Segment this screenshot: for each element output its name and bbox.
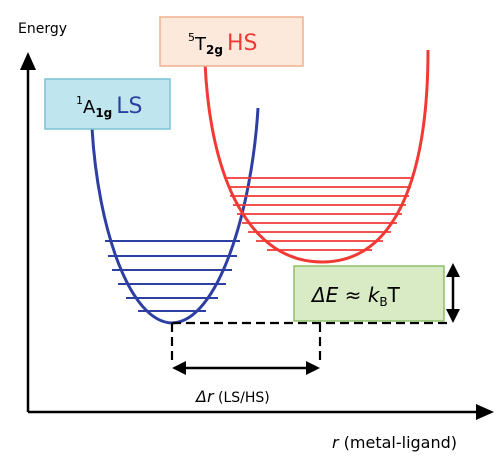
distance-arrow: Δr (LS/HS) bbox=[172, 361, 320, 406]
low-spin-term: 1A1g LS bbox=[76, 94, 143, 120]
low-spin-term-main: A bbox=[83, 97, 96, 118]
energy-gap-arrow-top-icon bbox=[446, 263, 460, 277]
high-spin-term-sub: 2g bbox=[206, 43, 223, 57]
distance-label-rest: (LS/HS) bbox=[214, 390, 270, 406]
energy-gap-box: ΔE ≈ kBT bbox=[293, 265, 445, 322]
distance-label: Δr (LS/HS) bbox=[194, 387, 270, 406]
low-spin-term-sup: 1 bbox=[76, 94, 83, 107]
high-spin-term: 5T2g HS bbox=[188, 31, 257, 57]
high-spin-levels bbox=[226, 177, 412, 251]
low-spin-spin-label: LS bbox=[116, 94, 142, 119]
x-axis-label: r (metal-ligand) bbox=[332, 433, 457, 452]
energy-gap-k-sub: B bbox=[379, 295, 387, 309]
low-spin-levels bbox=[105, 240, 240, 312]
energy-gap-box-bg bbox=[293, 265, 445, 322]
energy-gap-label: ΔE ≈ kBT bbox=[310, 283, 401, 309]
distance-arrow-left-icon bbox=[172, 361, 186, 375]
high-spin-term-sup: 5 bbox=[188, 31, 195, 44]
x-axis-arrow-icon bbox=[476, 404, 494, 420]
high-spin-well bbox=[203, 49, 430, 264]
distance-arrow-right-icon bbox=[306, 361, 320, 375]
high-spin-spin-label: HS bbox=[227, 31, 258, 56]
axes: Energy r (metal-ligand) bbox=[18, 21, 494, 452]
low-spin-curve bbox=[90, 107, 260, 325]
reference-lines bbox=[170, 321, 450, 364]
low-spin-term-sub: 1g bbox=[95, 106, 112, 120]
high-spin-term-main: T bbox=[194, 34, 207, 55]
energy-gap-arrow bbox=[446, 263, 460, 323]
energy-gap-arrow-bottom-icon bbox=[446, 309, 460, 323]
x-axis-label-variable: r bbox=[332, 433, 340, 452]
high-spin-curve bbox=[203, 49, 430, 264]
energy-gap-T: T bbox=[387, 283, 401, 307]
y-axis-label: Energy bbox=[18, 21, 67, 37]
energy-gap-k: k bbox=[368, 283, 381, 307]
high-spin-box-bg bbox=[159, 16, 304, 67]
energy-gap-delta: ΔE bbox=[310, 283, 339, 307]
low-spin-well bbox=[90, 107, 260, 325]
high-spin-label-box: 5T2g HS bbox=[159, 16, 304, 67]
low-spin-label-box: 1A1g LS bbox=[44, 78, 171, 130]
y-axis-arrow-icon bbox=[20, 52, 36, 70]
x-axis-label-text: (metal-ligand) bbox=[339, 433, 457, 452]
energy-gap-approx: ≈ bbox=[338, 283, 367, 307]
low-spin-box-bg bbox=[44, 78, 171, 130]
distance-label-delta: Δr bbox=[194, 387, 215, 406]
